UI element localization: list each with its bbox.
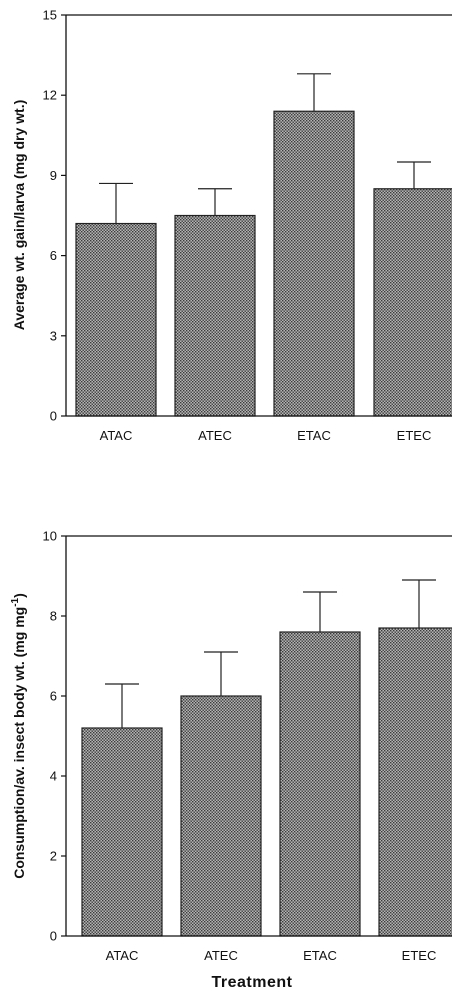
y-tick-label: 6	[50, 248, 57, 263]
x-tick-label: ETAC	[303, 948, 337, 963]
x-labels-group: ATAC ATEC ETAC ETEC	[106, 948, 437, 963]
x-tick-label: ATAC	[106, 948, 139, 963]
x-tick-label: ETAC	[297, 428, 331, 443]
bar-etac	[279, 631, 361, 937]
bars-group	[75, 110, 452, 417]
bar-atac	[75, 222, 157, 417]
x-tick-label: ATAC	[100, 428, 133, 443]
y-tick-label: 8	[50, 609, 57, 624]
axes-group	[65, 535, 452, 937]
bar-atac	[81, 727, 163, 937]
y-axis-title-main: Consumption/av. insect body wt. (mg mg	[11, 607, 27, 879]
y-tick-label: 9	[50, 168, 57, 183]
x-tick-label: ATEC	[204, 948, 238, 963]
consumption-chart: 0 2 4 6 8 10 ATAC ATEC ETAC ETEC Consumption/av.…	[10, 529, 452, 991]
y-tick-label: 10	[43, 529, 57, 544]
y-ticks-group: 0 3 6 9 12 15	[43, 8, 66, 424]
y-ticks-group: 0 2 4 6 8 10	[43, 529, 66, 944]
axes-group	[65, 14, 452, 417]
x-tick-label: ATEC	[198, 428, 232, 443]
bar-atec	[174, 214, 256, 417]
x-tick-label: ETEC	[402, 948, 437, 963]
y-tick-label: 0	[50, 409, 57, 424]
y-tick-label: 6	[50, 689, 57, 704]
bar-etec	[373, 188, 452, 417]
y-tick-label: 12	[43, 88, 57, 103]
bar-atec	[180, 695, 262, 937]
y-tick-label: 4	[50, 769, 57, 784]
y-axis-title-superscript: -1	[10, 597, 21, 606]
x-tick-label: ETEC	[397, 428, 432, 443]
weight-gain-chart: 0 3 6 9 12 15 ATAC ATEC ETAC ETEC Average wt. ga…	[11, 8, 452, 443]
y-axis-title-close: )	[11, 593, 27, 598]
x-labels-group: ATAC ATEC ETAC ETEC	[100, 428, 432, 443]
x-axis-title: Treatment	[212, 974, 293, 991]
y-axis-title: Consumption/av. insect body wt. (mg mg-1…	[10, 593, 27, 879]
error-bars-group	[99, 73, 431, 224]
y-axis-title: Average wt. gain/larva (mg dry wt.)	[11, 100, 27, 331]
error-bars-group	[105, 579, 436, 728]
bar-etac	[273, 110, 355, 417]
y-tick-label: 0	[50, 929, 57, 944]
y-tick-label: 15	[43, 8, 57, 23]
y-tick-label: 2	[50, 849, 57, 864]
y-tick-label: 3	[50, 328, 57, 343]
bars-group	[81, 627, 452, 937]
bar-etec	[378, 627, 452, 937]
